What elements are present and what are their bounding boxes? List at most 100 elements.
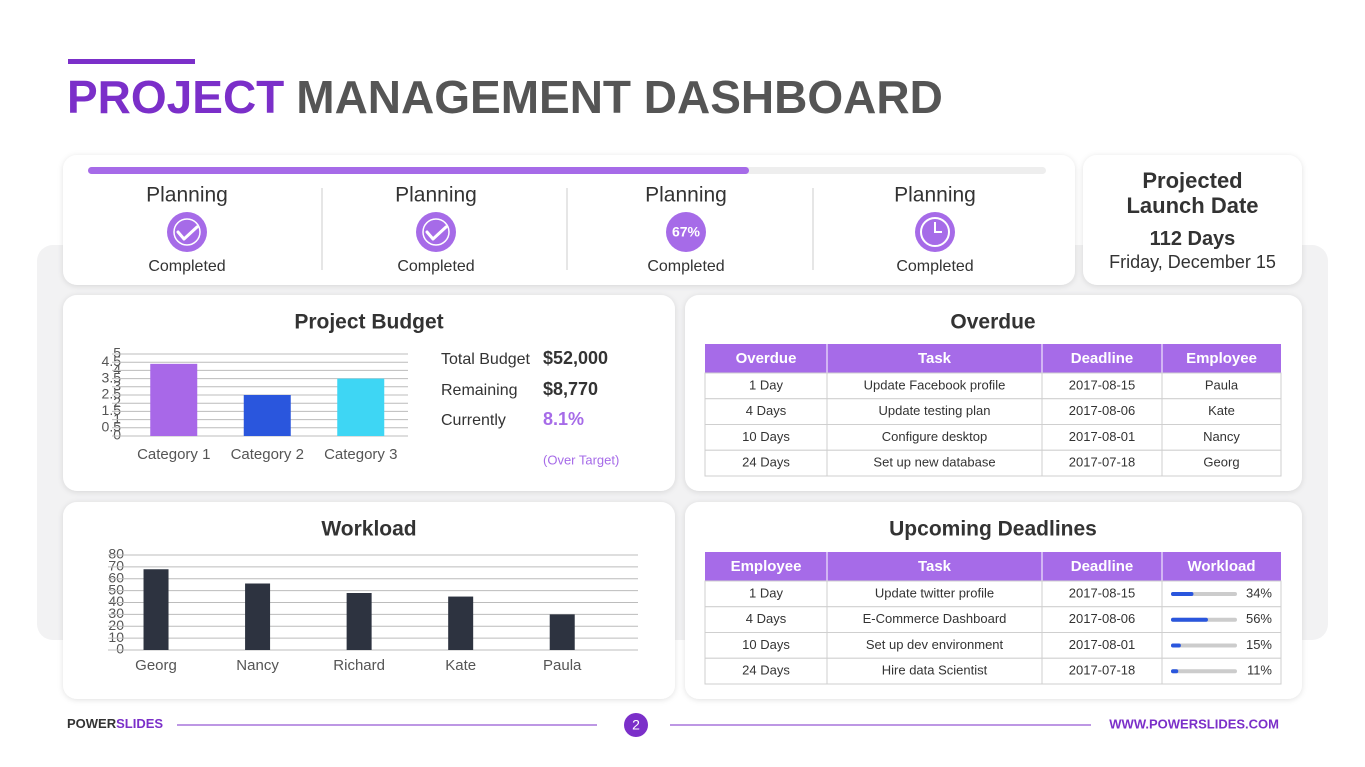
bar <box>143 569 169 650</box>
table-cell: Set up dev environment <box>866 637 1004 652</box>
table-header <box>705 552 1281 581</box>
y-tick-label: 0 <box>113 427 121 443</box>
stage-status: Completed <box>397 258 474 275</box>
bar <box>243 395 291 436</box>
y-tick-label: 3 <box>113 378 121 394</box>
table-cell: 2017-08-15 <box>1069 377 1136 392</box>
table-cell: 4 Days <box>746 403 787 418</box>
page-number: 2 <box>632 717 640 733</box>
table-cell: Kate <box>1208 403 1235 418</box>
y-tick-label: 50 <box>108 581 124 597</box>
stage-icon-ring <box>173 218 201 246</box>
y-tick-label: 2 <box>113 394 121 410</box>
launch-card <box>1083 155 1302 285</box>
launch-info: Projected Launch Date 112 Days Friday, D… <box>1083 168 1302 273</box>
stage-check <box>425 225 448 241</box>
table-cell: 10 Days <box>742 637 790 652</box>
table-row <box>704 449 1282 477</box>
card-title: Project Budget <box>294 311 443 334</box>
x-tick-label: Category 1 <box>137 446 210 463</box>
title-accent: PROJECT <box>67 71 284 123</box>
y-tick-label: 30 <box>108 605 124 621</box>
table-header-cell: Overdue <box>736 350 797 367</box>
y-tick-label: 0.5 <box>102 419 122 435</box>
table-cell: 2017-07-18 <box>1069 663 1136 678</box>
workload-track <box>1171 669 1237 674</box>
y-tick-label: 1 <box>113 410 121 426</box>
stage-title: Planning <box>395 184 477 207</box>
footer-brand: POWERSLIDES <box>67 716 163 731</box>
stat-label: Remaining <box>441 382 517 399</box>
bar <box>150 363 198 436</box>
table-header-cell: Deadline <box>1071 350 1134 367</box>
x-tick-label: Category 2 <box>231 446 304 463</box>
y-tick-label: 40 <box>108 593 124 609</box>
card-title: Upcoming Deadlines <box>889 518 1097 541</box>
y-tick-label: 2.5 <box>102 386 122 402</box>
workload-track <box>1171 643 1237 648</box>
stage-check <box>176 225 199 241</box>
workload-bar <box>1171 592 1194 596</box>
y-tick-label: 70 <box>108 558 124 574</box>
card-title: Overdue <box>950 311 1035 334</box>
table-cell: 2017-08-01 <box>1069 637 1136 652</box>
x-tick-label: Nancy <box>236 657 279 674</box>
table-row <box>704 424 1282 451</box>
bar <box>448 596 474 650</box>
table-cell: 24 Days <box>742 663 790 678</box>
stage-status: Completed <box>148 258 225 275</box>
stage-clock-hands <box>934 222 942 233</box>
y-tick-label: 20 <box>108 617 124 633</box>
table-cell: Hire data Scientist <box>882 663 988 678</box>
page-title: PROJECT MANAGEMENT DASHBOARD <box>67 71 943 123</box>
table-cell: 2017-08-06 <box>1069 611 1136 626</box>
table-header-cell: Task <box>918 350 952 367</box>
stat-note: (Over Target) <box>543 452 619 467</box>
y-tick-label: 10 <box>108 629 124 645</box>
stat-value: $8,770 <box>543 379 598 399</box>
y-tick-label: 5 <box>113 345 121 361</box>
stat-value: 8.1% <box>543 409 584 429</box>
stat-label: Total Budget <box>441 351 531 368</box>
bar <box>245 583 271 650</box>
table-cell: E-Commerce Dashboard <box>863 611 1007 626</box>
table-cell: Nancy <box>1203 429 1240 444</box>
table-cell: 2017-08-06 <box>1069 403 1136 418</box>
table-cell: Update twitter profile <box>875 585 994 600</box>
stage-badge: 67% <box>672 224 701 240</box>
launch-title: Projected Launch Date <box>1126 168 1259 218</box>
bar <box>337 378 385 436</box>
y-tick-label: 0 <box>116 641 124 657</box>
stage-icon <box>416 212 456 252</box>
launch-date: Friday, December 15 <box>1109 252 1276 272</box>
table-cell: 2017-07-18 <box>1069 455 1136 470</box>
y-tick-label: 4.5 <box>102 353 122 369</box>
y-tick-label: 60 <box>108 569 124 585</box>
stat-value: $52,000 <box>543 348 608 368</box>
x-tick-label: Georg <box>135 657 177 674</box>
card-title: Workload <box>321 518 416 541</box>
table-header <box>705 344 1281 373</box>
x-tick-label: Category 3 <box>324 446 397 463</box>
table-cell: Set up new database <box>873 455 995 470</box>
x-tick-label: Richard <box>333 657 385 674</box>
table-cell: 11% <box>1247 663 1272 678</box>
workload-bar <box>1171 669 1179 674</box>
footer-url: WWW.POWERSLIDES.COM <box>1109 716 1279 731</box>
stat-label: Currently <box>441 412 506 429</box>
table-cell: Georg <box>1203 455 1239 470</box>
stage-icon <box>167 212 207 252</box>
stage-status: Completed <box>896 258 973 275</box>
launch-days: 112 Days <box>1149 228 1236 250</box>
table-cell: 4 Days <box>746 611 787 626</box>
workload-bar <box>1171 617 1208 622</box>
table-cell: 24 Days <box>742 455 790 470</box>
table-cell: Update Facebook profile <box>864 377 1006 392</box>
table-header-cell: Deadline <box>1071 558 1134 575</box>
table-cell: 15% <box>1246 637 1272 652</box>
brand-a: POWER <box>67 716 117 731</box>
stage-title: Planning <box>894 184 976 207</box>
y-tick-label: 80 <box>108 546 124 562</box>
table-cell: Paula <box>1205 377 1239 392</box>
